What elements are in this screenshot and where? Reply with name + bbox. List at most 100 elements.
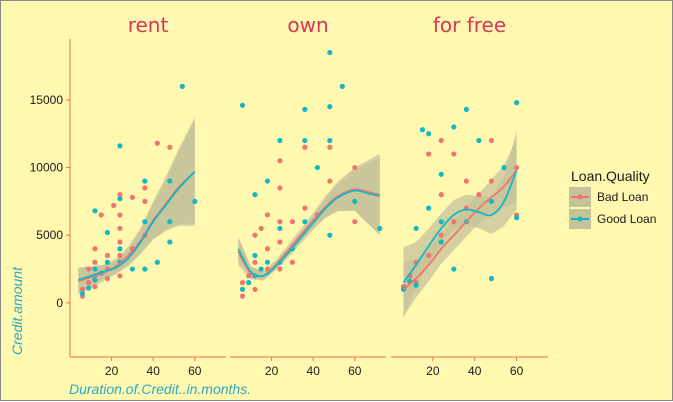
smooth-line-bad-loan [402,169,518,291]
data-point-bad-loan [451,219,457,225]
data-point-good-loan [167,178,173,184]
x-tick-label: 20 [265,364,279,378]
data-point-good-loan [501,164,507,171]
y-tick-label: 10000 [30,161,64,175]
data-point-good-loan [264,178,271,184]
data-point-good-loan [352,198,358,204]
data-point-bad-loan [277,219,283,225]
data-point-good-loan [167,219,173,225]
data-point-bad-loan [86,279,92,286]
data-point-bad-loan [277,266,283,272]
data-point-good-loan [419,127,425,133]
data-point-bad-loan [438,137,444,144]
facet-panel-rent: rent 20 40 60 [70,13,226,378]
confidence-band-good-loan [403,131,517,318]
data-point-bad-loan [167,144,173,150]
y-axis-title: Credit.amount [9,266,25,355]
data-point-bad-loan [142,198,148,204]
data-point-good-loan [86,285,92,291]
data-point-good-loan [438,219,444,225]
data-point-good-loan [514,100,520,106]
y-tick-label: 15000 [30,93,64,107]
x-tick-label: 60 [188,364,202,378]
data-point-good-loan [314,164,320,171]
data-point-bad-loan [117,252,123,259]
smooth-line-bad-loan [78,170,196,283]
data-point-bad-loan [252,259,258,265]
legend-title: Loan.Quality [571,168,650,184]
data-point-bad-loan [438,192,444,198]
data-point-good-loan [246,279,252,286]
data-point-bad-loan [476,192,482,198]
data-point-good-loan [239,286,246,292]
facet-label-own: own [287,13,328,37]
confidence-band-good-loan [238,158,380,280]
data-point-good-loan [327,49,333,56]
data-point-good-loan [154,259,160,265]
data-point-good-loan [92,208,98,214]
data-point-bad-loan [117,225,123,232]
data-point-good-loan [239,102,246,108]
data-point-bad-loan [264,212,271,218]
data-point-good-loan [327,137,333,144]
x-tick-label: 40 [147,364,161,378]
data-point-bad-loan [277,158,283,164]
legend-label-good-loan: Good Loan [597,212,656,226]
data-point-good-loan [104,229,111,236]
legend-label-bad-loan: Bad Loan [597,190,648,204]
data-point-bad-loan [252,232,258,238]
x-tick-label: 60 [348,364,362,378]
facet-panel-own: own 20 40 60 [230,13,386,378]
data-point-bad-loan [264,246,271,252]
data-point-good-loan [142,266,148,272]
data-point-bad-loan [117,273,123,279]
data-point-good-loan [117,246,123,252]
data-point-bad-loan [104,275,111,282]
data-point-good-loan [192,198,198,204]
data-point-good-loan [488,198,495,204]
data-point-good-loan [302,219,308,225]
x-tick-label: 60 [510,364,524,378]
confidence-band-good-loan [78,120,195,293]
data-point-bad-loan [98,212,104,218]
data-point-good-loan [327,232,333,238]
data-point-good-loan [413,282,419,288]
data-point-bad-loan [246,273,252,279]
x-axis-title: Duration.of.Credit..in.months. [69,381,251,397]
data-point-bad-loan [277,185,283,191]
data-point-good-loan [514,215,520,221]
data-point-good-loan [117,196,123,202]
x-tick-label: 20 [105,364,119,378]
data-point-good-loan [451,124,457,130]
data-point-bad-loan [327,178,333,184]
data-point-good-loan [104,259,111,265]
data-point-bad-loan [426,252,432,259]
data-point-bad-loan [277,239,283,245]
data-point-good-loan [451,266,457,272]
data-point-bad-loan [327,144,333,150]
legend-point-good-loan [577,216,583,222]
data-point-good-loan [488,275,495,282]
data-point-bad-loan [117,192,123,198]
data-point-good-loan [258,266,264,272]
data-point-good-loan [142,178,148,184]
data-point-good-loan [377,225,383,232]
y-tick-label: 5000 [36,228,63,242]
data-point-bad-loan [514,164,520,171]
data-point-good-loan [302,106,308,112]
x-tick-label: 20 [426,364,440,378]
y-tick-label: 0 [56,296,63,310]
data-point-bad-loan [352,164,358,171]
data-point-bad-loan [86,266,92,272]
data-point-bad-loan [352,219,358,225]
facet-panels: rent 20 40 60 own 20 40 60 for free 20 40 60 0 5000 10… [30,13,548,378]
data-point-good-loan [179,83,185,89]
facet-label-for-free: for free [433,13,506,37]
data-point-bad-loan [92,259,98,265]
legend: Loan.Quality Bad Loan Good Loan [569,168,656,229]
facet-panel-for-free: for free 20 40 60 [391,13,548,378]
data-point-bad-loan [79,286,86,292]
smooth-line-good-loan [78,170,196,281]
